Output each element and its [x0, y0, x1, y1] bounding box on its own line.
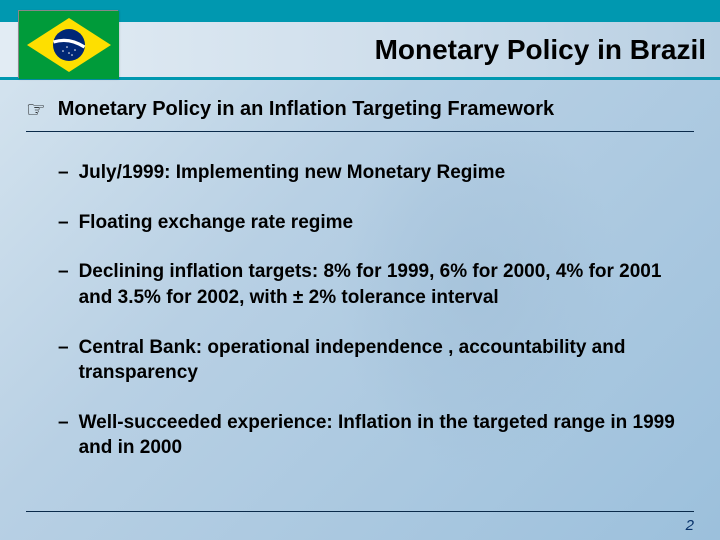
- subtitle-text: Monetary Policy in an Inflation Targetin…: [58, 98, 554, 121]
- bullet-text: Floating exchange rate regime: [79, 210, 354, 236]
- brazil-flag-icon: [18, 10, 118, 78]
- title-band: Monetary Policy in Brazil: [0, 22, 720, 80]
- bullet-text: July/1999: Implementing new Monetary Reg…: [79, 160, 506, 186]
- slide-title: Monetary Policy in Brazil: [375, 34, 706, 66]
- content-area: ☞ Monetary Policy in an Inflation Target…: [0, 80, 720, 461]
- bullet-dash-icon: –: [58, 259, 69, 285]
- page-number: 2: [686, 517, 694, 534]
- bullet-list: – July/1999: Implementing new Monetary R…: [26, 160, 694, 461]
- bullet-dash-icon: –: [58, 335, 69, 361]
- bullet-dash-icon: –: [58, 210, 69, 236]
- list-item: – Well-succeeded experience: Inflation i…: [58, 410, 694, 461]
- list-item: – July/1999: Implementing new Monetary R…: [58, 160, 694, 186]
- footer-divider: [26, 511, 694, 512]
- pointing-hand-icon: ☞: [26, 99, 46, 121]
- bullet-text: Declining inflation targets: 8% for 1999…: [79, 259, 694, 310]
- list-item: – Floating exchange rate regime: [58, 210, 694, 236]
- subtitle-row: ☞ Monetary Policy in an Inflation Target…: [26, 98, 694, 132]
- list-item: – Central Bank: operational independence…: [58, 335, 694, 386]
- bullet-text: Central Bank: operational independence ,…: [79, 335, 694, 386]
- bullet-text: Well-succeeded experience: Inflation in …: [79, 410, 694, 461]
- list-item: – Declining inflation targets: 8% for 19…: [58, 259, 694, 310]
- bullet-dash-icon: –: [58, 160, 69, 186]
- bullet-dash-icon: –: [58, 410, 69, 436]
